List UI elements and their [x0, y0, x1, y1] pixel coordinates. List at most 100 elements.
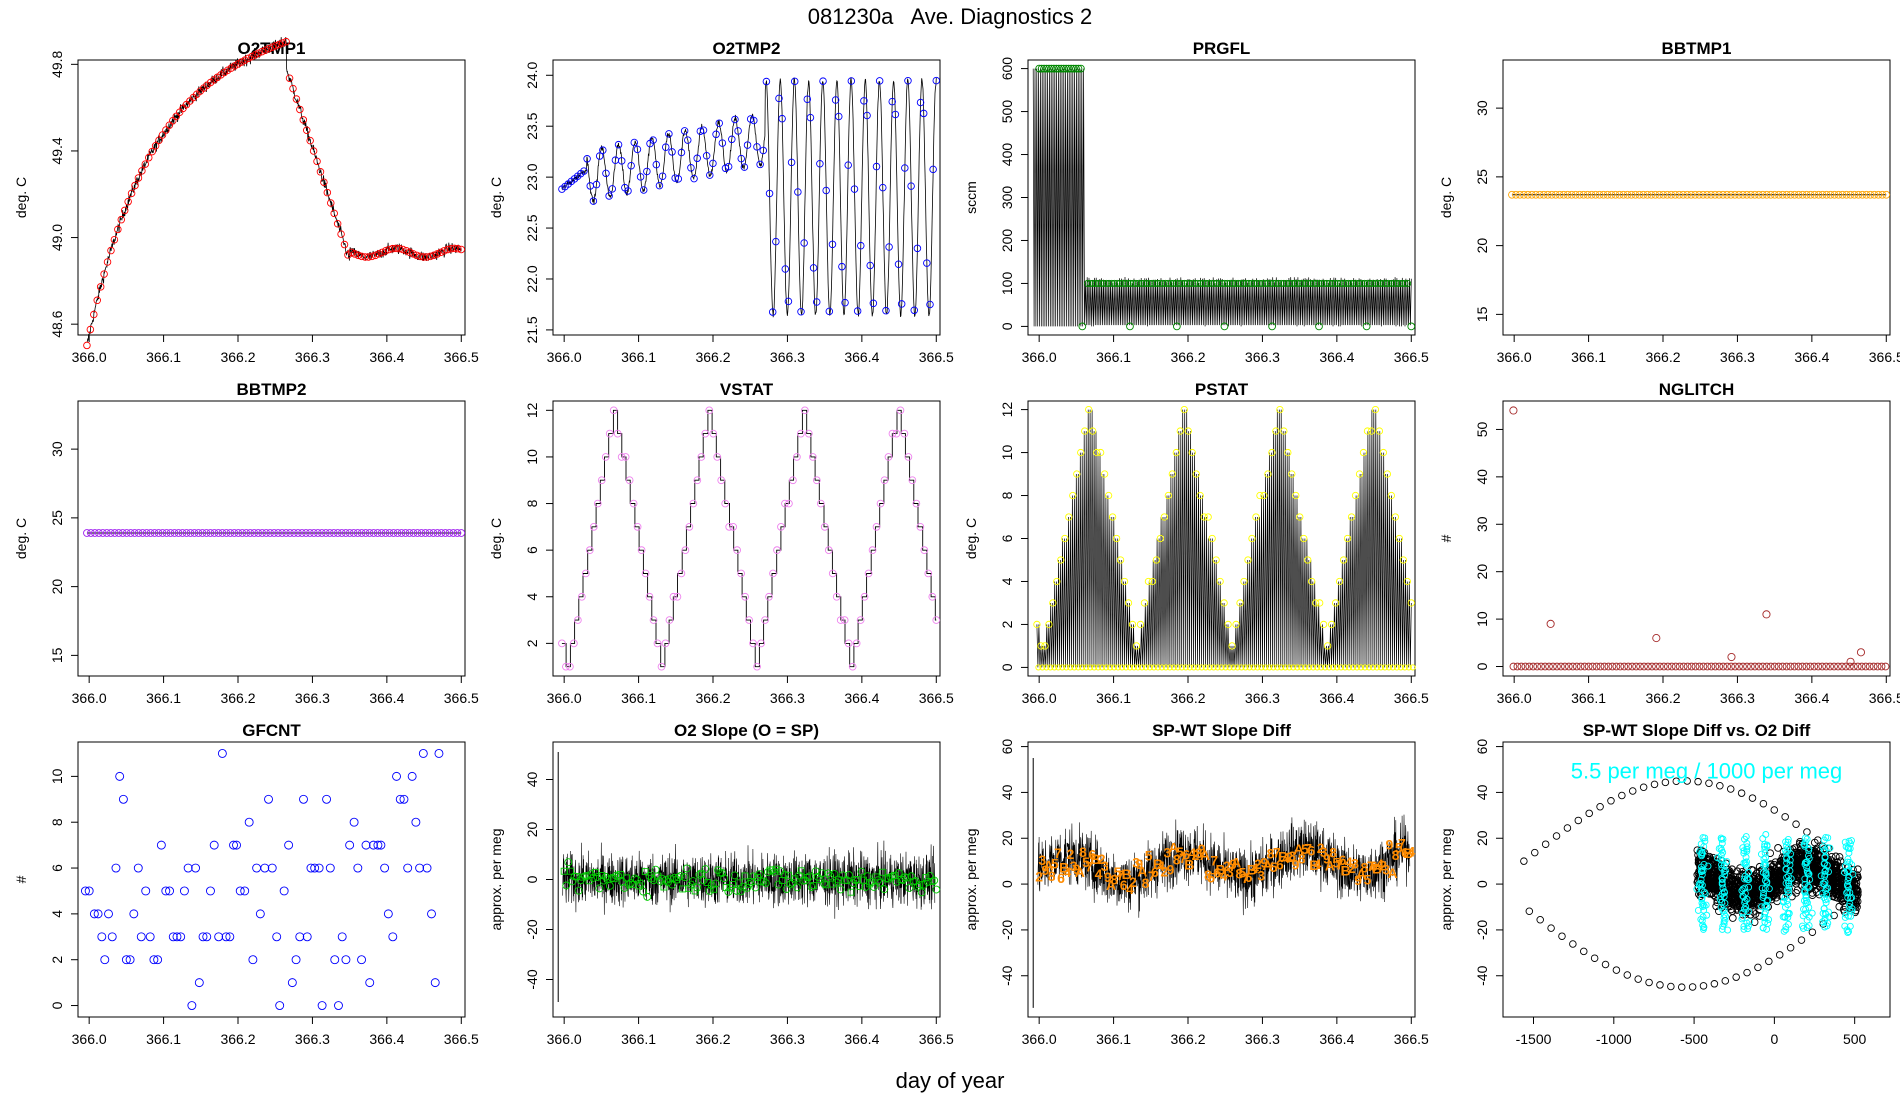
data-point — [341, 955, 351, 965]
data-point — [693, 883, 702, 892]
data-point — [1194, 279, 1202, 287]
data-point — [1132, 642, 1141, 650]
data-point — [1782, 926, 1790, 934]
data-point — [1087, 664, 1094, 671]
data-point: B — [1403, 845, 1413, 861]
data-point: 3 — [1382, 861, 1390, 877]
data-point — [441, 529, 450, 537]
data-point — [709, 429, 718, 438]
data-point: B — [1309, 857, 1319, 873]
data-point — [878, 868, 886, 876]
data-point — [1645, 978, 1653, 987]
data-point — [725, 522, 734, 531]
data-point — [1174, 664, 1181, 671]
data-point — [1377, 664, 1384, 671]
data-point — [229, 840, 238, 850]
data-point — [807, 883, 816, 892]
data-point — [437, 529, 446, 537]
data-point — [1300, 534, 1308, 543]
data-point — [1371, 279, 1379, 287]
data-point — [1308, 577, 1316, 586]
data-point — [381, 529, 390, 537]
data-point — [1717, 856, 1725, 863]
data-point — [242, 529, 251, 537]
data-point: 7 — [1335, 856, 1343, 872]
data-point — [151, 142, 160, 150]
data-point — [810, 882, 818, 890]
data-point: 6 — [1276, 857, 1284, 873]
data-point — [1780, 927, 1788, 935]
data-point — [1290, 664, 1297, 671]
y-axis-label: deg. C — [13, 177, 29, 218]
x-tick-label: 366.3 — [1245, 349, 1280, 365]
data-point — [1841, 914, 1849, 921]
data-point — [1336, 279, 1344, 287]
data-point — [566, 867, 574, 875]
data-point — [198, 529, 207, 537]
data-point — [1397, 664, 1404, 671]
data-point — [264, 794, 273, 804]
data-point — [831, 96, 840, 104]
data-point: 4 — [1095, 866, 1103, 882]
data-point: 4 — [1063, 864, 1071, 880]
data-point — [1237, 279, 1245, 287]
data-point — [1758, 884, 1766, 892]
data-point — [1371, 405, 1380, 414]
data-point — [595, 884, 604, 893]
chart-panel-gfcnt: GFCNT #366.0 366.1 366.2 366.3 366.4 366.5 0 2 4 6… — [0, 721, 479, 1074]
data-point — [916, 881, 924, 889]
data-point — [275, 1001, 285, 1010]
data-point — [1699, 662, 1708, 671]
data-point — [1838, 190, 1847, 199]
data-point — [747, 878, 755, 886]
data-point — [1850, 190, 1859, 199]
data-point — [457, 529, 466, 537]
data-point — [1801, 850, 1810, 859]
data-point — [1743, 662, 1751, 671]
data-point — [454, 244, 462, 253]
data-point — [310, 529, 318, 537]
data-point — [430, 251, 438, 260]
x-tick-label: 366.0 — [1497, 690, 1532, 706]
data-point — [1713, 872, 1722, 881]
data-point — [868, 546, 877, 555]
data-point — [286, 529, 294, 537]
data-point — [682, 864, 691, 873]
data-point — [653, 639, 662, 648]
data-point — [1830, 886, 1839, 895]
data-point — [1116, 556, 1125, 564]
data-point — [1315, 322, 1323, 331]
data-point — [399, 794, 409, 804]
data-point — [1204, 513, 1212, 521]
data-point — [1845, 902, 1853, 910]
data-point — [322, 794, 332, 804]
data-point — [1856, 648, 1866, 657]
data-point — [1749, 866, 1757, 875]
data-point — [668, 880, 677, 889]
data-point: 5 — [1270, 859, 1278, 875]
data-point — [711, 879, 720, 888]
data-point — [1079, 664, 1086, 671]
x-tick-label: 366.0 — [547, 349, 582, 365]
data-point: 9 — [1042, 862, 1050, 878]
data-point — [1065, 513, 1073, 521]
data-point — [803, 95, 812, 103]
data-point — [258, 529, 267, 537]
data-point: A — [1169, 840, 1179, 856]
data-point — [724, 162, 733, 171]
series-group — [83, 37, 466, 350]
data-point — [306, 136, 314, 145]
x-tick-label: 366.1 — [146, 1031, 181, 1047]
data-point — [1067, 664, 1074, 671]
data-point — [888, 429, 897, 438]
data-point: 4 — [1376, 856, 1384, 872]
data-point — [577, 592, 586, 601]
data-point — [1213, 279, 1221, 287]
data-point — [433, 529, 442, 537]
data-point — [629, 499, 638, 508]
x-tick-label: 366.4 — [369, 1031, 404, 1047]
data-point — [1679, 190, 1688, 199]
data-point — [875, 77, 884, 85]
data-point — [1818, 890, 1826, 897]
